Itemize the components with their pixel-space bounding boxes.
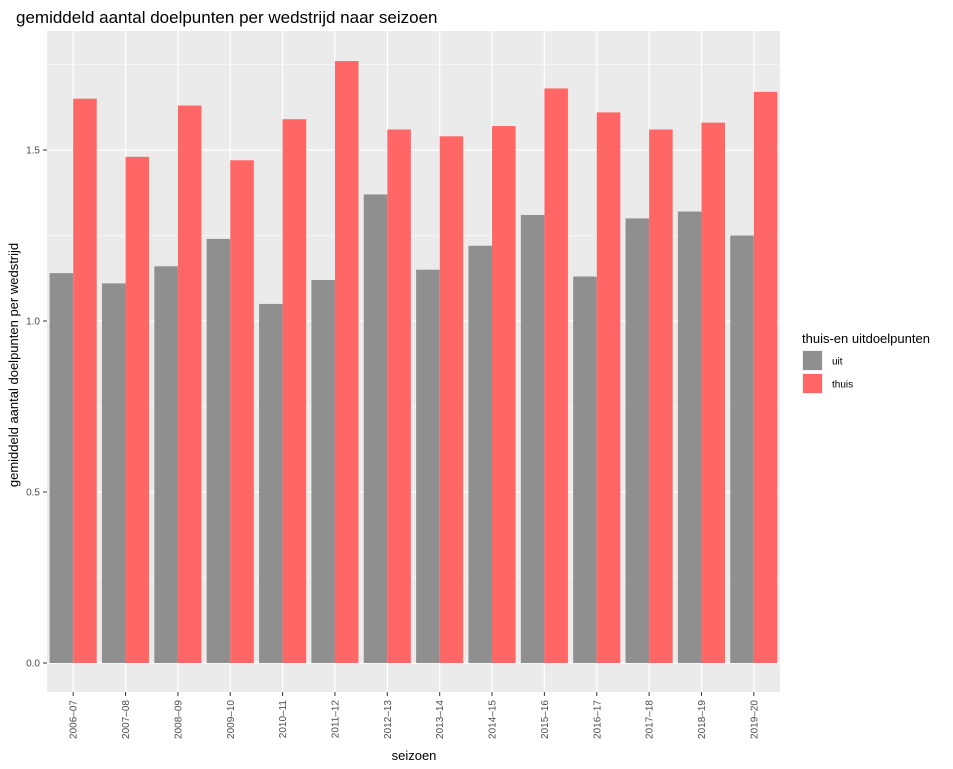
x-tick-label: 2015–16 [540,700,551,739]
y-tick-label: 0.5 [26,488,40,499]
bar-uit-2015–16 [520,214,545,664]
y-axis-title: gemiddeld aantal doelpunten per wedstrij… [6,243,21,487]
bar-uit-2018–19 [677,211,702,663]
x-tick-label: 2019–20 [749,700,760,739]
legend: thuis-en uitdoelpunten uit thuis [802,331,930,394]
y-tick-label: 1.5 [26,146,40,157]
x-tick-label: 2016–17 [592,700,603,739]
x-tick-label: 2012–13 [383,700,394,739]
bar-uit-2007–08 [101,283,126,663]
x-tick-label: 2006–07 [69,700,80,739]
bar-uit-2006–07 [49,273,74,663]
bar-thuis-2008–09 [177,105,202,664]
bar-uit-2014–15 [468,245,493,663]
bar-uit-2008–09 [154,266,178,663]
x-tick-label: 2008–09 [173,700,184,739]
x-tick-label: 2007–08 [121,700,132,739]
y-tick-label: 1.0 [26,317,40,328]
bar-thuis-2010–11 [282,119,307,664]
bar-thuis-2006–07 [73,98,97,663]
bar-uit-2011–12 [311,279,335,663]
x-tick-label: 2017–18 [645,700,656,739]
x-tick-label: 2014–15 [488,700,499,739]
bar-uit-2013–14 [416,269,440,663]
bars [49,61,778,664]
bar-thuis-2013–14 [439,136,464,663]
x-tick-label: 2010–11 [278,700,289,739]
bar-uit-2017–18 [625,218,650,663]
x-tick-label: 2013–14 [435,700,446,739]
bar-thuis-2017–18 [649,129,673,664]
bar-uit-2012–13 [363,194,388,663]
legend-title: thuis-en uitdoelpunten [802,331,930,346]
bar-thuis-2012–13 [387,129,411,664]
bar-thuis-2018–19 [701,122,726,663]
x-axis: 2006–07 2007–08 2008–09 2009–10 2010–11 2011–… [69,692,760,739]
y-axis: 0.0 0.5 1.0 1.5 [26,146,47,670]
bar-thuis-2011–12 [334,61,359,663]
y-tick-label: 0.0 [26,659,40,670]
x-tick-label: 2018–19 [697,700,708,739]
legend-key-thuis [803,374,822,393]
legend-label-thuis: thuis [832,380,853,391]
bar-uit-2019–20 [730,235,754,663]
x-tick-label: 2009–10 [226,700,237,739]
bar-thuis-2014–15 [492,126,516,663]
bar-thuis-2009–10 [230,160,254,663]
chart-title: gemiddeld aantal doelpunten per wedstrij… [16,8,438,27]
x-tick-label: 2011–12 [330,700,341,739]
legend-key-uit [803,351,822,370]
bar-uit-2009–10 [206,238,231,664]
legend-label-uit: uit [832,357,843,368]
bar-uit-2010–11 [259,303,283,663]
bar-thuis-2016–17 [596,112,621,663]
bar-uit-2016–17 [573,276,597,663]
x-axis-title: seizoen [392,748,437,763]
bar-thuis-2019–20 [753,91,778,664]
bar-thuis-2007–08 [125,156,150,663]
bar-thuis-2015–16 [544,88,568,663]
